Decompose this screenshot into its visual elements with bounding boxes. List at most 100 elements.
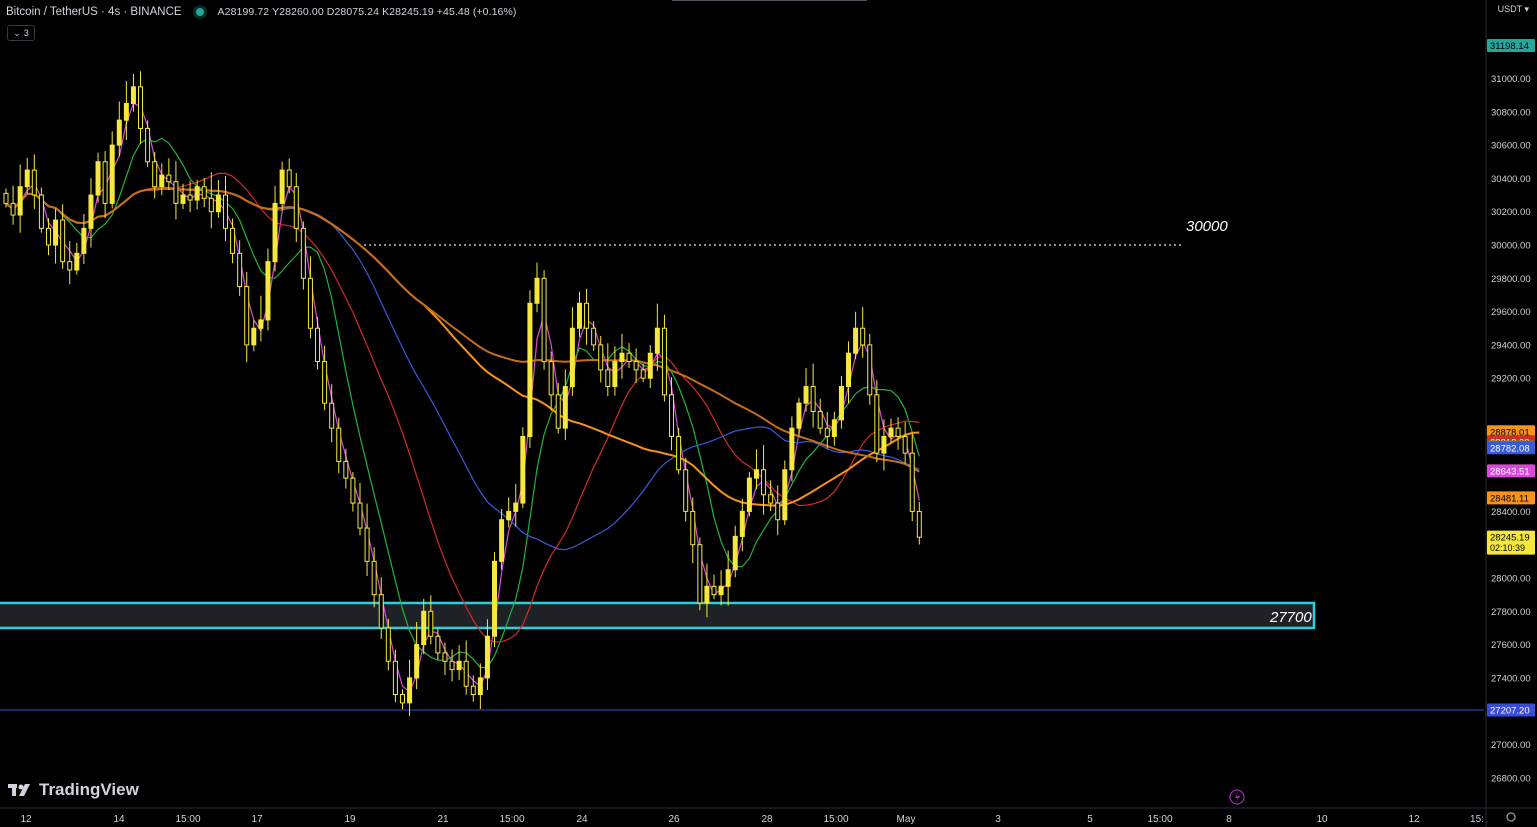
candle[interactable] [605, 369, 611, 388]
candle[interactable] [746, 477, 752, 512]
candle[interactable] [222, 194, 228, 229]
candle[interactable] [768, 494, 774, 504]
candle[interactable] [173, 181, 179, 204]
candle[interactable] [208, 197, 214, 213]
candle[interactable] [569, 327, 575, 388]
candle[interactable] [364, 527, 370, 562]
candle[interactable] [265, 261, 271, 321]
candle[interactable] [506, 510, 512, 521]
candle[interactable] [867, 344, 873, 396]
candle[interactable] [697, 544, 703, 604]
candle[interactable] [187, 194, 193, 201]
candle[interactable] [230, 227, 236, 254]
candle[interactable] [456, 660, 462, 671]
price-tag[interactable] [1487, 703, 1535, 717]
candle[interactable] [357, 502, 363, 529]
candle[interactable] [633, 361, 639, 371]
candle[interactable] [307, 277, 313, 329]
candle[interactable] [152, 161, 158, 188]
candle[interactable] [619, 352, 625, 363]
candle[interactable] [130, 86, 136, 104]
candle[interactable] [909, 452, 915, 512]
candle[interactable] [24, 169, 30, 188]
candle[interactable] [732, 535, 738, 571]
candle[interactable] [435, 635, 441, 654]
candle[interactable] [846, 352, 852, 388]
candle[interactable] [237, 252, 243, 288]
candle[interactable] [385, 627, 391, 662]
candle[interactable] [810, 386, 816, 412]
candle[interactable] [123, 102, 129, 121]
tradingview-logo[interactable]: TradingView [8, 780, 139, 800]
candle[interactable] [251, 327, 257, 346]
lightning-icon[interactable] [1229, 789, 1245, 805]
candle[interactable] [640, 369, 646, 379]
candle[interactable] [74, 252, 80, 271]
support-zone-27700[interactable] [0, 601, 1316, 630]
candle[interactable] [293, 186, 299, 229]
candle[interactable] [470, 685, 476, 696]
candle[interactable] [704, 585, 710, 604]
candle[interactable] [860, 327, 866, 346]
candle[interactable] [95, 161, 101, 196]
candle[interactable] [874, 394, 880, 454]
candle[interactable] [831, 419, 837, 437]
candle[interactable] [576, 302, 582, 329]
candle[interactable] [817, 411, 823, 429]
candle[interactable] [414, 644, 420, 679]
candle[interactable] [407, 677, 413, 704]
candle[interactable] [513, 502, 519, 512]
candle[interactable] [17, 186, 23, 216]
price-tag[interactable] [1487, 39, 1535, 53]
candle[interactable] [881, 435, 887, 454]
candle[interactable] [109, 144, 115, 204]
candle[interactable] [669, 394, 675, 437]
price-tag[interactable] [1487, 425, 1535, 439]
candle[interactable] [10, 202, 16, 216]
candle[interactable] [180, 194, 186, 204]
candle[interactable] [775, 502, 781, 521]
candle[interactable] [725, 569, 731, 587]
candle[interactable] [258, 319, 264, 329]
candle[interactable] [145, 127, 151, 163]
candle[interactable] [378, 594, 384, 629]
currency-selector[interactable]: USDT ▾ [1498, 4, 1529, 15]
candle[interactable] [215, 194, 221, 213]
candle[interactable] [562, 386, 568, 429]
candle[interactable] [428, 610, 434, 637]
candle[interactable] [60, 219, 66, 263]
candle[interactable] [548, 361, 554, 396]
candle[interactable] [584, 302, 590, 329]
candle[interactable] [647, 352, 653, 379]
candle[interactable] [690, 510, 696, 546]
candle[interactable] [38, 194, 44, 229]
candle[interactable] [201, 186, 207, 199]
candle[interactable] [350, 477, 356, 504]
candle[interactable] [67, 261, 73, 271]
candle[interactable] [626, 352, 632, 363]
candle[interactable] [329, 402, 335, 429]
candle[interactable] [803, 386, 809, 404]
candle[interactable] [555, 394, 561, 429]
candle[interactable] [81, 227, 87, 254]
candle[interactable] [895, 427, 901, 437]
candle[interactable] [315, 327, 321, 363]
candle[interactable] [789, 427, 795, 471]
candle[interactable] [286, 169, 292, 188]
candle[interactable] [159, 174, 165, 188]
candle[interactable] [45, 227, 51, 246]
candle[interactable] [598, 344, 604, 371]
candle[interactable] [612, 361, 618, 388]
candle[interactable] [336, 427, 342, 462]
candle[interactable] [463, 660, 469, 687]
candle[interactable] [796, 402, 802, 429]
candle[interactable] [541, 277, 547, 363]
candle[interactable] [53, 219, 59, 246]
candle[interactable] [477, 677, 483, 696]
gear-icon[interactable] [1506, 812, 1516, 822]
candle[interactable] [3, 192, 9, 204]
price-tag[interactable] [1487, 441, 1535, 455]
candle[interactable] [853, 327, 859, 354]
candle[interactable] [676, 435, 682, 471]
